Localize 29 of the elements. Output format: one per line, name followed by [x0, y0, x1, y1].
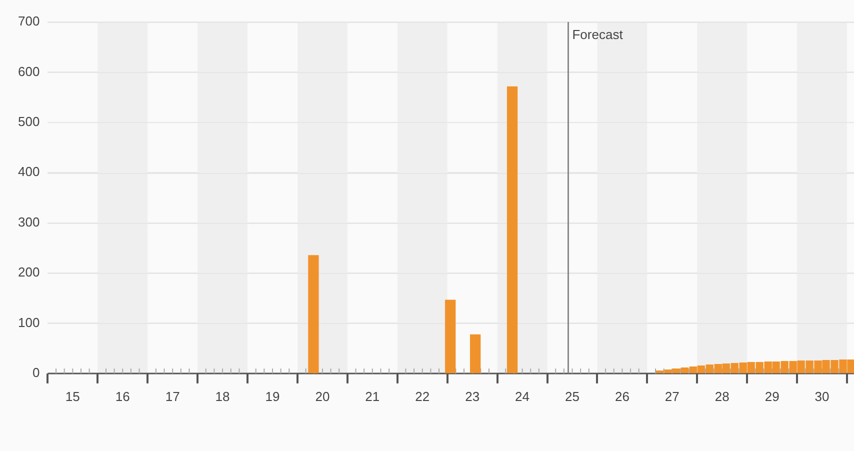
x-tick-label: 20	[315, 388, 330, 404]
bar	[470, 334, 481, 374]
y-tick-label: 700	[18, 14, 40, 29]
x-tick-label: 16	[115, 388, 130, 404]
bar	[445, 300, 456, 374]
x-tick-label: 24	[515, 388, 530, 404]
x-tick-label: 26	[614, 388, 630, 404]
x-tick-label: 28	[714, 388, 730, 404]
x-tick-label: 17	[165, 388, 180, 404]
x-tick-label: 27	[664, 388, 680, 404]
y-tick-label: 400	[18, 164, 40, 180]
y-tick-label: 500	[18, 114, 40, 129]
ref-line-label: Forecast	[572, 27, 624, 42]
x-tick-label: 29	[764, 388, 780, 404]
y-tick-label: 300	[18, 214, 40, 230]
x-tick-label: 23	[465, 388, 480, 404]
y-tick-label: 600	[18, 64, 40, 79]
y-tick-label: 200	[18, 264, 40, 280]
x-tick-label: 18	[215, 388, 230, 404]
x-tick-label: 22	[415, 388, 430, 404]
y-tick-label: 100	[18, 314, 40, 330]
x-tick-label: 21	[365, 388, 380, 404]
x-tick-label: 15	[65, 388, 80, 404]
x-tick-label: 30	[814, 388, 830, 404]
bar	[308, 255, 319, 374]
y-tick-label: 0	[32, 364, 40, 380]
x-tick-label: 19	[265, 388, 280, 404]
x-tick-label: 25	[565, 388, 580, 404]
bar	[506, 86, 518, 374]
